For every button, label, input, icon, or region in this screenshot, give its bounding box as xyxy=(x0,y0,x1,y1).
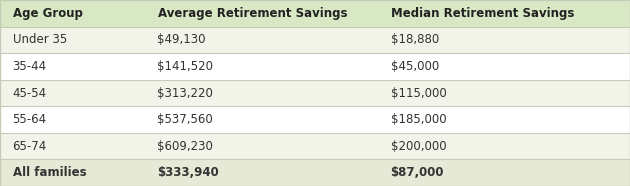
Text: $115,000: $115,000 xyxy=(391,86,446,100)
Text: $313,220: $313,220 xyxy=(158,86,214,100)
FancyBboxPatch shape xyxy=(0,106,630,133)
Text: $609,230: $609,230 xyxy=(158,140,214,153)
Text: All families: All families xyxy=(13,166,86,179)
Text: 45-54: 45-54 xyxy=(13,86,47,100)
Text: $333,940: $333,940 xyxy=(158,166,219,179)
Text: Average Retirement Savings: Average Retirement Savings xyxy=(158,7,347,20)
FancyBboxPatch shape xyxy=(0,27,630,53)
Text: 35-44: 35-44 xyxy=(13,60,47,73)
FancyBboxPatch shape xyxy=(0,0,630,27)
FancyBboxPatch shape xyxy=(0,53,630,80)
Text: 65-74: 65-74 xyxy=(13,140,47,153)
Text: 55-64: 55-64 xyxy=(13,113,47,126)
Text: $18,880: $18,880 xyxy=(391,33,439,46)
FancyBboxPatch shape xyxy=(0,159,630,186)
Text: $141,520: $141,520 xyxy=(158,60,214,73)
Text: $49,130: $49,130 xyxy=(158,33,206,46)
FancyBboxPatch shape xyxy=(0,133,630,159)
FancyBboxPatch shape xyxy=(0,80,630,106)
Text: Under 35: Under 35 xyxy=(13,33,67,46)
Text: $87,000: $87,000 xyxy=(391,166,444,179)
Text: $200,000: $200,000 xyxy=(391,140,446,153)
Text: $185,000: $185,000 xyxy=(391,113,446,126)
Text: Age Group: Age Group xyxy=(13,7,83,20)
Text: Median Retirement Savings: Median Retirement Savings xyxy=(391,7,574,20)
Text: $537,560: $537,560 xyxy=(158,113,213,126)
Text: $45,000: $45,000 xyxy=(391,60,439,73)
